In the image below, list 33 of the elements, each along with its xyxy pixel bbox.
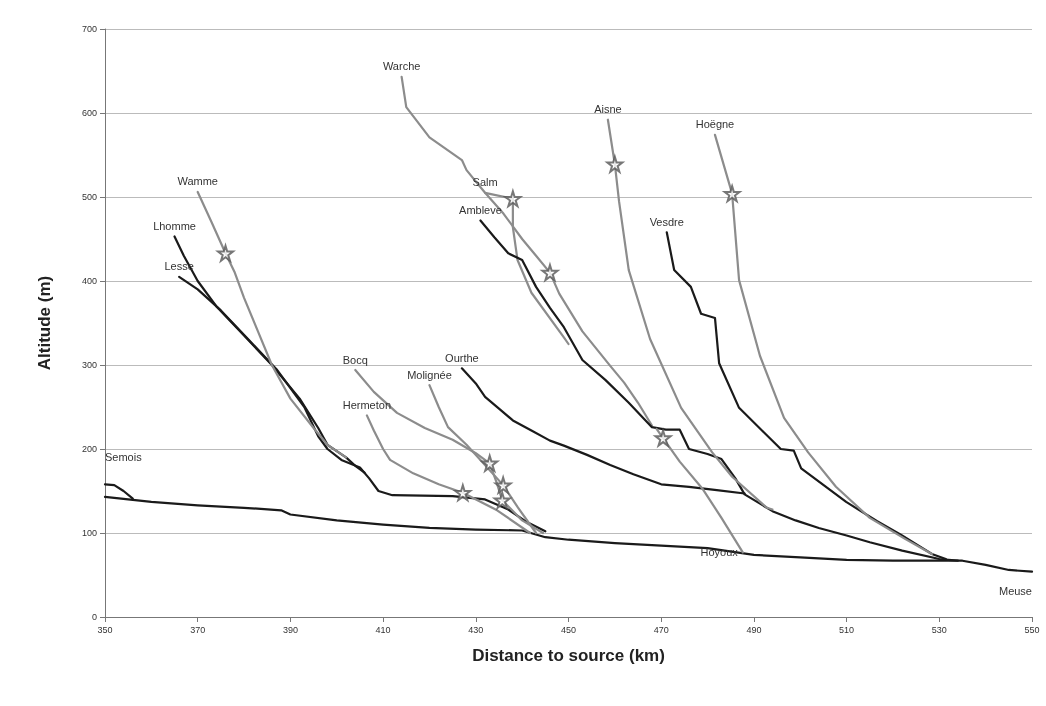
x-tick-label: 490	[746, 624, 762, 635]
y-tick-label: 300	[81, 360, 97, 370]
x-tick-label: 470	[653, 624, 669, 635]
x-tick-label: 450	[560, 624, 577, 635]
y-axis-title: Altitude (m)	[35, 275, 54, 371]
x-tick-label: 350	[97, 624, 113, 635]
y-tick-label: 700	[81, 24, 97, 34]
x-axis-title: Distance to source (km)	[472, 646, 665, 665]
series-label: Vesdre	[649, 215, 684, 228]
series-label: Warche	[382, 60, 421, 73]
series-label: Wamme	[177, 175, 218, 188]
x-tick-label: 410	[375, 624, 391, 635]
series-label: Lhomme	[153, 219, 196, 232]
y-tick-label: 600	[81, 108, 97, 118]
series-label: Ambleve	[459, 204, 502, 217]
y-tick-label: 200	[81, 444, 97, 454]
x-tick-label: 390	[282, 624, 298, 635]
series-label: Aisne	[594, 103, 622, 116]
series-label: Ourthe	[445, 351, 479, 364]
series-label: Meuse	[998, 585, 1032, 598]
series-label: Molignée	[407, 368, 452, 381]
x-tick-label: 530	[931, 624, 947, 635]
y-tick-label: 100	[81, 528, 97, 538]
y-tick-label: 400	[81, 276, 97, 286]
x-tick-label: 510	[839, 624, 855, 635]
series-label: Hoyoux	[700, 546, 739, 559]
x-tick-label: 370	[190, 624, 206, 635]
y-tick-label: 500	[81, 192, 97, 202]
x-tick-label: 430	[468, 624, 484, 635]
x-tick-label: 550	[1024, 624, 1040, 635]
series-label: Hoëgne	[695, 118, 735, 131]
y-tick-label: 0	[91, 612, 97, 622]
series-label: Bocq	[342, 353, 368, 366]
